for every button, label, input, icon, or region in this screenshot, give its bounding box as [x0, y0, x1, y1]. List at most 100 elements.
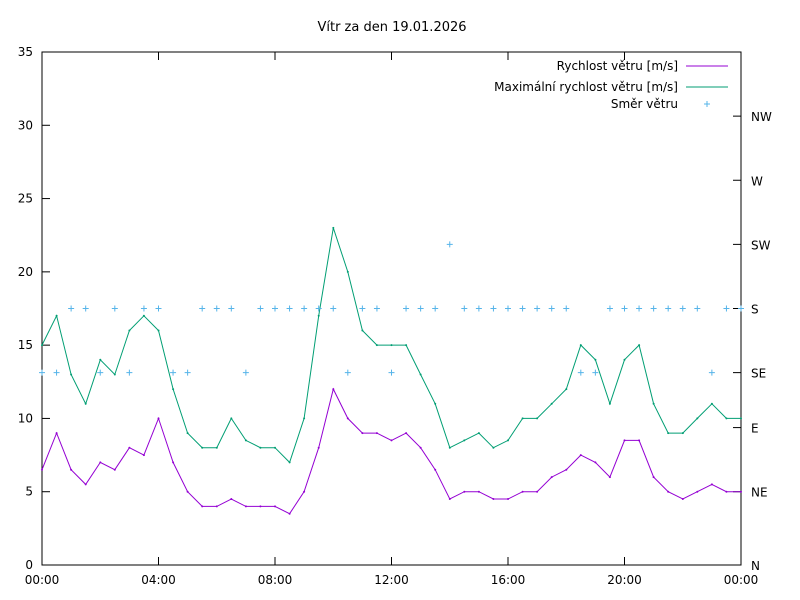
series-0-point: [259, 505, 262, 508]
series-0-point: [288, 512, 291, 515]
series-1-point: [361, 329, 364, 332]
series-1-point: [113, 373, 116, 376]
wind-direction-point: [708, 369, 715, 376]
wind-direction-point: [257, 305, 264, 312]
y-tick-label: 5: [25, 485, 33, 499]
wind-direction-point: [679, 305, 686, 312]
series-1-point: [448, 446, 451, 449]
wind-direction-point: [461, 305, 468, 312]
series-0-point: [521, 490, 524, 493]
wind-direction-point: [475, 305, 482, 312]
series-0-point: [41, 468, 43, 471]
series-1-point: [550, 402, 553, 405]
series-1-point: [186, 432, 189, 435]
series-1-point: [259, 446, 262, 449]
series-1-point: [579, 344, 582, 347]
series-0-point: [492, 498, 495, 500]
wind-direction-point: [490, 305, 497, 312]
legend-swatch-2: [704, 101, 710, 107]
series-0-point: [303, 490, 306, 493]
series-0-point: [550, 476, 553, 479]
wind-direction-point: [505, 305, 511, 312]
series-1-point: [419, 373, 422, 376]
wind-direction-point: [82, 305, 89, 312]
y2-tick-label: S: [751, 303, 759, 317]
series-0-point: [390, 439, 393, 442]
series-1-point: [332, 226, 335, 229]
wind-direction-point: [53, 369, 60, 376]
series-1-point: [128, 329, 131, 332]
wind-direction-point: [534, 305, 541, 312]
series-0-point: [667, 490, 670, 493]
y2-tick-label: SW: [751, 238, 771, 252]
series-1-point: [157, 329, 160, 332]
series-0-point: [113, 468, 116, 471]
y2-tick-label: W: [751, 174, 763, 188]
series-1-point: [142, 314, 145, 317]
series-1-point: [172, 388, 175, 391]
series-1-point: [652, 402, 655, 405]
series-1-point: [274, 446, 276, 449]
wind-direction-point: [301, 305, 308, 312]
wind-direction-point: [519, 305, 526, 312]
wind-direction-point: [39, 369, 45, 376]
series-0-point: [332, 388, 335, 391]
wind-direction-point: [636, 305, 643, 312]
wind-direction-point: [68, 305, 75, 312]
series-1-point: [346, 270, 349, 273]
series-0-point: [157, 417, 160, 420]
series-1-point: [536, 417, 539, 420]
wind-direction-point: [155, 305, 162, 312]
series-1-point: [215, 446, 218, 449]
y-tick-label: 0: [25, 558, 33, 572]
series-1-point: [492, 446, 495, 449]
wind-direction-point: [563, 305, 570, 312]
series-1-point: [303, 417, 306, 420]
series-1-point: [390, 344, 393, 347]
y-tick-label: 25: [18, 192, 33, 206]
wind-direction-point: [694, 305, 701, 312]
y-tick-label: 35: [18, 45, 33, 59]
x-tick-label: 12:00: [374, 573, 409, 587]
series-0-point: [652, 476, 655, 479]
series-1-point: [375, 344, 378, 347]
legend-label-2: Směr větru: [611, 97, 678, 111]
wind-direction-point: [242, 369, 249, 376]
wind-direction-point: [373, 305, 380, 312]
wind-direction-point: [170, 369, 177, 376]
wind-direction-point: [315, 305, 322, 312]
y2-tick-label: NW: [751, 110, 772, 124]
y2-tick-label: NE: [751, 486, 768, 500]
series-0-point: [434, 468, 437, 471]
legend: Rychlost větru [m/s] Maximální rychlost v…: [494, 59, 728, 111]
series-0-point: [99, 461, 102, 464]
series-1-point: [230, 417, 233, 420]
series-0-point: [463, 490, 466, 493]
wind-direction-point: [272, 305, 278, 312]
wind-direction-point: [388, 369, 395, 376]
y2-tick-label: N: [751, 559, 760, 573]
series-0-point: [142, 454, 145, 457]
series-1-point: [201, 446, 204, 449]
series-0-point: [201, 505, 204, 508]
series-1-point: [667, 432, 670, 435]
series-1-point: [608, 402, 611, 405]
series-0-point: [638, 439, 641, 442]
series-0-point: [507, 498, 509, 500]
series-1-point: [288, 461, 291, 464]
wind-direction-point: [592, 369, 599, 376]
wind-direction-point: [650, 305, 657, 312]
x-tick-label: 16:00: [491, 573, 526, 587]
wind-direction-point: [417, 305, 424, 312]
wind-direction-point: [330, 305, 337, 312]
wind-direction-point: [184, 369, 191, 376]
y2-tick-label: SE: [751, 367, 766, 381]
series-0-point: [128, 446, 131, 449]
series-0-point: [215, 505, 218, 508]
wind-direction-point: [213, 305, 220, 312]
series-1-point: [521, 417, 524, 420]
series-0-point: [623, 439, 626, 442]
series-1-point: [405, 344, 408, 347]
series-0-point: [274, 505, 276, 508]
